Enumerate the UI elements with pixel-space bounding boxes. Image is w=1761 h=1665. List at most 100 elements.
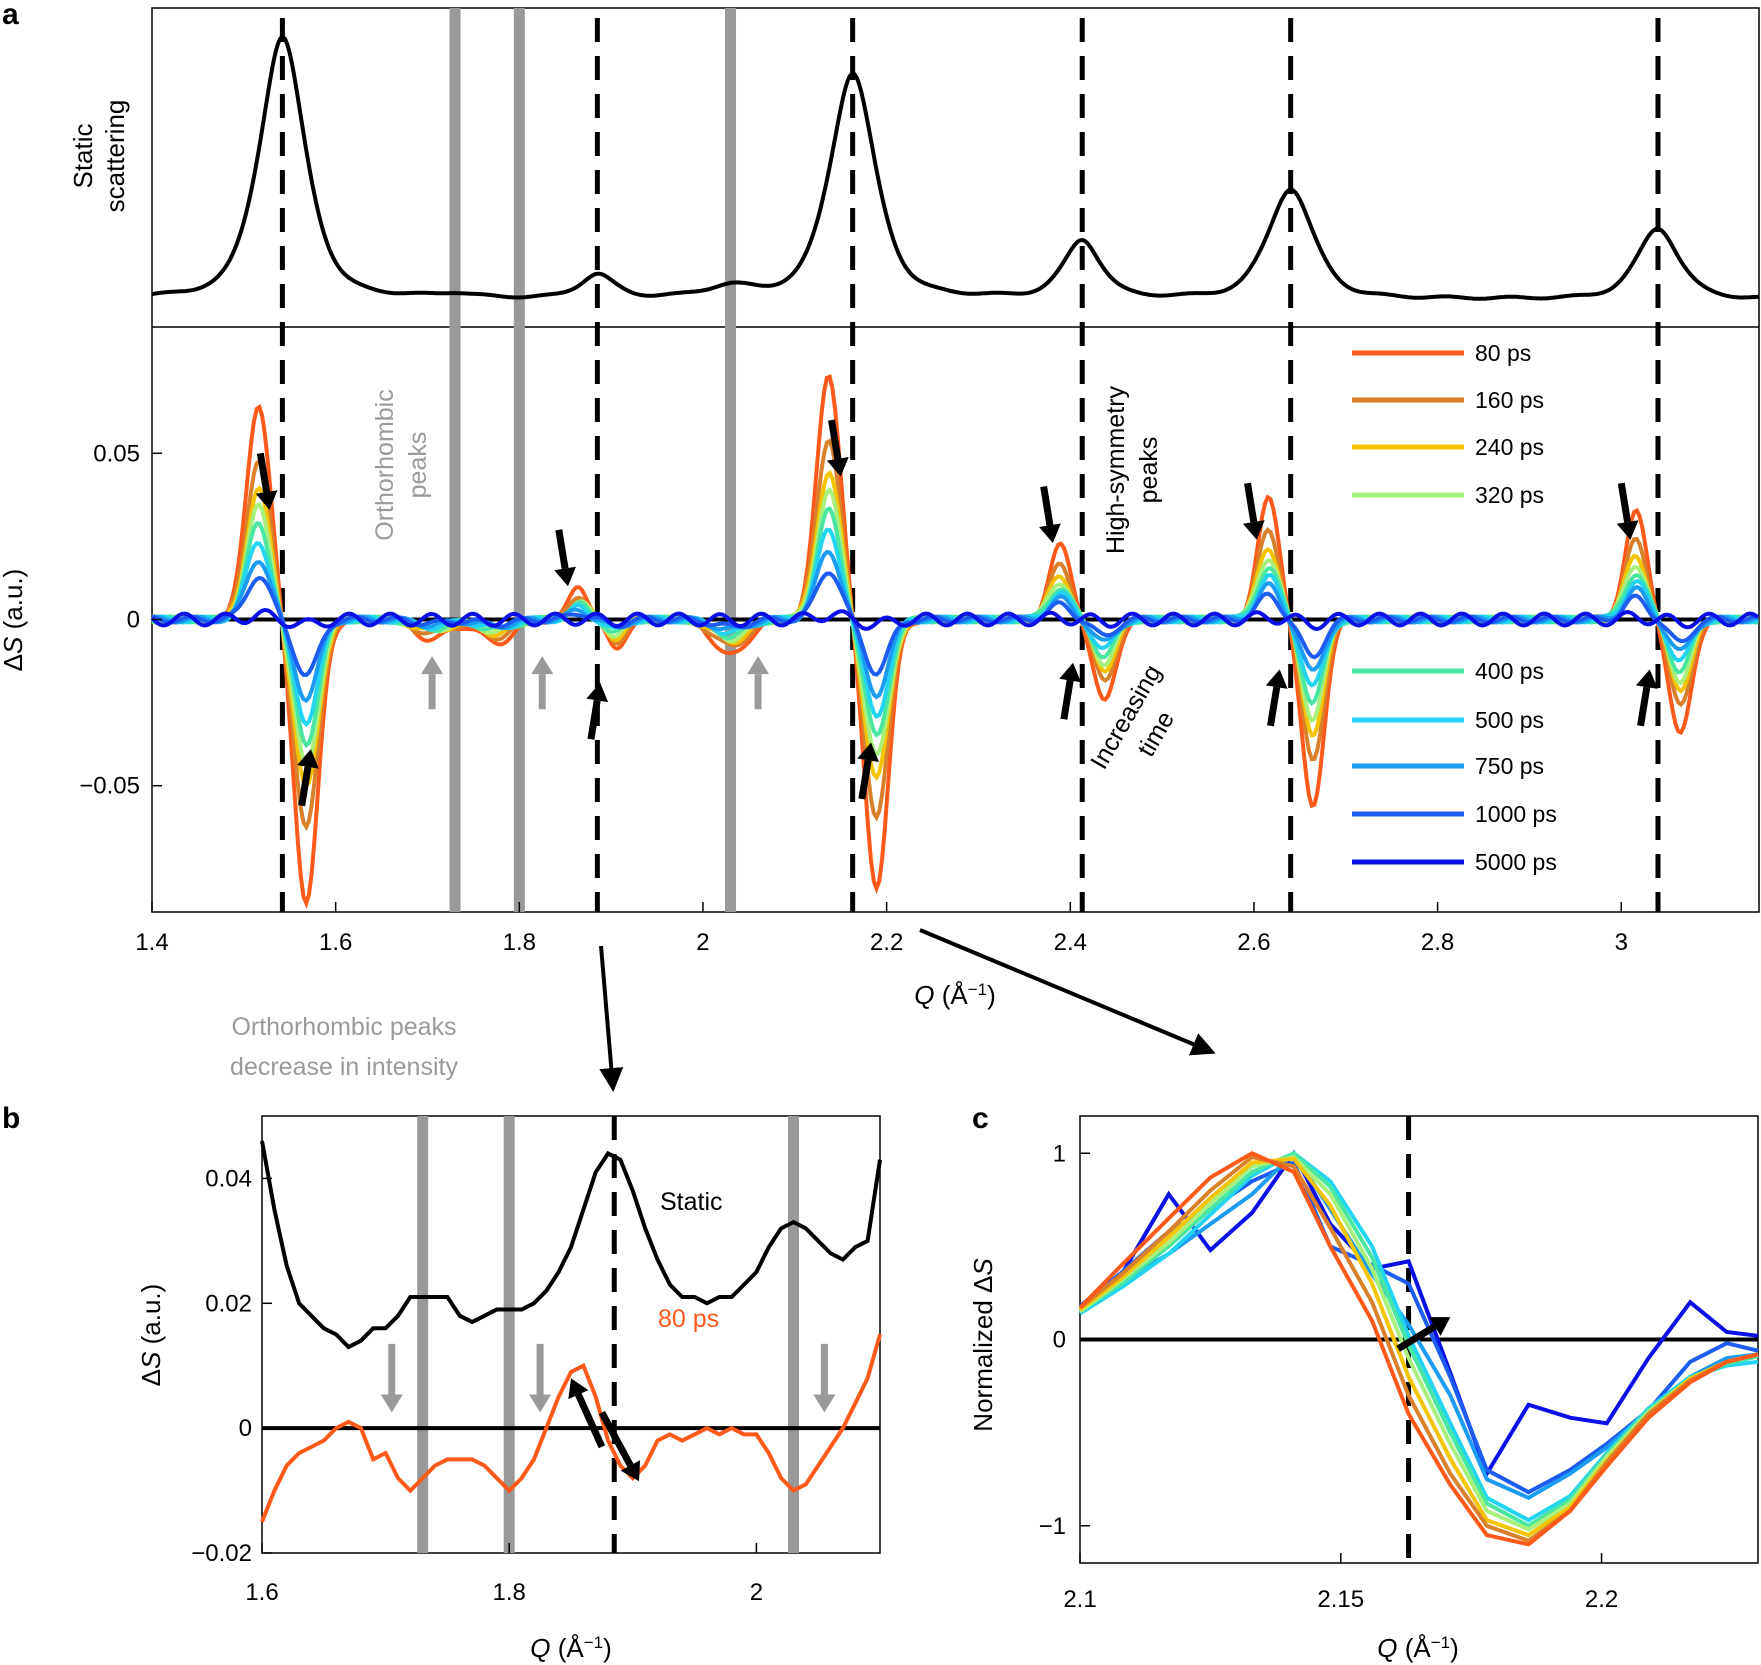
a-arrow-down-5 bbox=[1616, 482, 1639, 540]
a-arrow-down-4-head bbox=[1242, 520, 1265, 540]
a-xtick-label-3: 2 bbox=[696, 929, 709, 956]
ortho-decrease-line1: Orthorhombic peaks bbox=[231, 1013, 456, 1041]
a-arrow-down-1 bbox=[554, 529, 576, 587]
a-legend: 80 ps 160 ps 240 ps 320 ps 400 ps 500 ps 750 p… bbox=[1352, 340, 1557, 875]
legend-label-6: 750 ps bbox=[1475, 753, 1544, 779]
a-arrow-up-4 bbox=[1265, 669, 1288, 727]
c-ytick-label-0: −1 bbox=[1039, 1513, 1066, 1540]
a-arrow-down-1-shaft bbox=[555, 529, 569, 570]
panel-label-b: b bbox=[2, 1102, 20, 1135]
a-guide-lines bbox=[152, 8, 1759, 912]
a-xtick-label-2: 1.8 bbox=[503, 929, 536, 956]
b-gray-arrow-2 bbox=[813, 1343, 836, 1413]
a-arrow-down-3-shaft bbox=[1040, 485, 1054, 526]
a-arrow-down-5-shaft bbox=[1617, 482, 1632, 523]
a-ylabel: ΔS (a.u.) bbox=[0, 569, 28, 672]
a-arrow-down-4 bbox=[1242, 482, 1265, 540]
a-gray-arrow-2-head bbox=[747, 656, 770, 675]
c-arrow-up bbox=[1396, 1317, 1451, 1352]
a-arrow-down-0-head bbox=[255, 490, 278, 510]
a-arrow-up-3 bbox=[1059, 662, 1082, 720]
a-arrow-down-2 bbox=[826, 419, 849, 477]
a-arrow-up-1 bbox=[586, 682, 609, 740]
a-arrow-down-3 bbox=[1039, 485, 1061, 544]
a-arrow-up-3-head bbox=[1059, 662, 1082, 683]
b-xtick-label-2: 2 bbox=[750, 1579, 763, 1606]
panel-label-a: a bbox=[2, 0, 19, 31]
c-xtick-label-1: 2.15 bbox=[1317, 1586, 1364, 1613]
a-arrow-up-5-shaft bbox=[1637, 686, 1651, 727]
b-xtick-label-0: 1.6 bbox=[245, 1579, 278, 1606]
c-series-160ps bbox=[1078, 1154, 1759, 1543]
b-series-0 bbox=[260, 1140, 882, 1350]
b-gray-arrow-0 bbox=[380, 1343, 403, 1413]
a-arrow-up-0-shaft bbox=[298, 766, 312, 807]
a-arrow-up-2 bbox=[857, 742, 879, 800]
a-arrow-down-0-shaft bbox=[256, 452, 271, 493]
a-gray-arrow-0 bbox=[421, 656, 444, 710]
a-arrow-down-4-shaft bbox=[1244, 482, 1258, 523]
b-ylabel: ΔS (a.u.) bbox=[136, 1284, 166, 1387]
a-arrow-up-2-head bbox=[857, 742, 879, 763]
c-arrow-up-head bbox=[1429, 1317, 1451, 1336]
a-gray-arrow-0-head bbox=[421, 656, 444, 675]
a-arrow-up-1-head bbox=[586, 682, 609, 703]
b-arrow-up bbox=[568, 1378, 606, 1449]
orthorhombic-label-line1: Orthorhombic bbox=[371, 389, 399, 540]
a-static-curve bbox=[151, 34, 1760, 301]
b-annotation-arrows bbox=[380, 1343, 836, 1482]
b-guide-lines bbox=[262, 1116, 880, 1553]
a-xtick-label-4: 2.2 bbox=[870, 929, 903, 956]
a-arrow-up-1-shaft bbox=[587, 699, 601, 740]
a-xtick-label-7: 2.8 bbox=[1421, 929, 1454, 956]
a-ytick-label-0: −0.05 bbox=[79, 773, 140, 800]
static-ylabel-line1: Static bbox=[68, 123, 98, 188]
legend-label-3: 320 ps bbox=[1475, 482, 1544, 508]
c-series-5000ps bbox=[1078, 1149, 1759, 1479]
a-delta-series bbox=[150, 373, 1760, 909]
a-arrow-up-3-shaft bbox=[1060, 679, 1074, 720]
c-ytick-label-2: 1 bbox=[1053, 1140, 1066, 1167]
a-xtick-label-0: 1.4 bbox=[135, 929, 168, 956]
b-xtick-label-1: 1.8 bbox=[493, 1579, 526, 1606]
c-xlabel: Q (Å−1) bbox=[1377, 1633, 1459, 1663]
static-ylabel-line2: scattering bbox=[100, 100, 130, 213]
b-ytick-label-2: 0.02 bbox=[205, 1290, 252, 1317]
c-arrow-up-shaft bbox=[1396, 1323, 1437, 1352]
c-annotation-arrows bbox=[1396, 1317, 1451, 1352]
b-ytick-label-0: −0.02 bbox=[191, 1540, 252, 1567]
a-series-500ps bbox=[151, 527, 1759, 728]
panel-a: 1.4 1.6 1.8 2 2.2 2.4 2.6 2.8 3 −0.05 0 0.05 80 ps 1… bbox=[0, 7, 1760, 1010]
high-symmetry-label-line1: High-symmetry bbox=[1102, 385, 1130, 554]
c-ylabel: Normalized ΔS bbox=[968, 1258, 998, 1432]
panel-label-c: c bbox=[972, 1102, 989, 1135]
b-xlabel: Q (Å−1) bbox=[530, 1633, 612, 1663]
a-arrow-up-4-shaft bbox=[1267, 686, 1281, 727]
b-arrow-up-head bbox=[568, 1378, 589, 1400]
legend-label-8: 5000 ps bbox=[1475, 849, 1557, 875]
b-series bbox=[260, 1140, 882, 1523]
a-arrow-up-5 bbox=[1635, 669, 1658, 727]
high-symmetry-label-line2: peaks bbox=[1135, 437, 1163, 504]
a-ytick-label-2: 0.05 bbox=[93, 440, 140, 467]
legend-label-5: 500 ps bbox=[1475, 707, 1544, 733]
a-arrow-up-5-head bbox=[1635, 669, 1658, 689]
b-gray-arrow-1-head bbox=[529, 1394, 552, 1413]
legend-label-7: 1000 ps bbox=[1475, 801, 1557, 827]
a-ytick-label-1: 0 bbox=[127, 607, 140, 634]
a-axis-ticks: 1.4 1.6 1.8 2 2.2 2.4 2.6 2.8 3 −0.05 0 0.05 bbox=[79, 440, 1628, 956]
c-xtick-label-0: 2.1 bbox=[1063, 1586, 1096, 1613]
b-series-1 bbox=[260, 1333, 882, 1523]
a-arrow-down-0 bbox=[255, 452, 278, 510]
b-arrow-down-shaft bbox=[598, 1410, 634, 1468]
a-annotation-arrows bbox=[255, 419, 1658, 807]
panel-b: 1.6 1.8 2 −0.02 0 0.02 0.04 Static 80 ps ΔS (a… bbox=[136, 1115, 882, 1663]
a-xtick-label-8: 3 bbox=[1615, 929, 1628, 956]
b-arrow-down-head bbox=[620, 1460, 641, 1482]
a-static-scattering bbox=[151, 34, 1760, 301]
a-arrow-up-0 bbox=[297, 749, 319, 807]
legend-label-1: 160 ps bbox=[1475, 387, 1544, 413]
legend-label-2: 240 ps bbox=[1475, 434, 1544, 460]
a-gray-arrow-1-head bbox=[531, 656, 554, 675]
